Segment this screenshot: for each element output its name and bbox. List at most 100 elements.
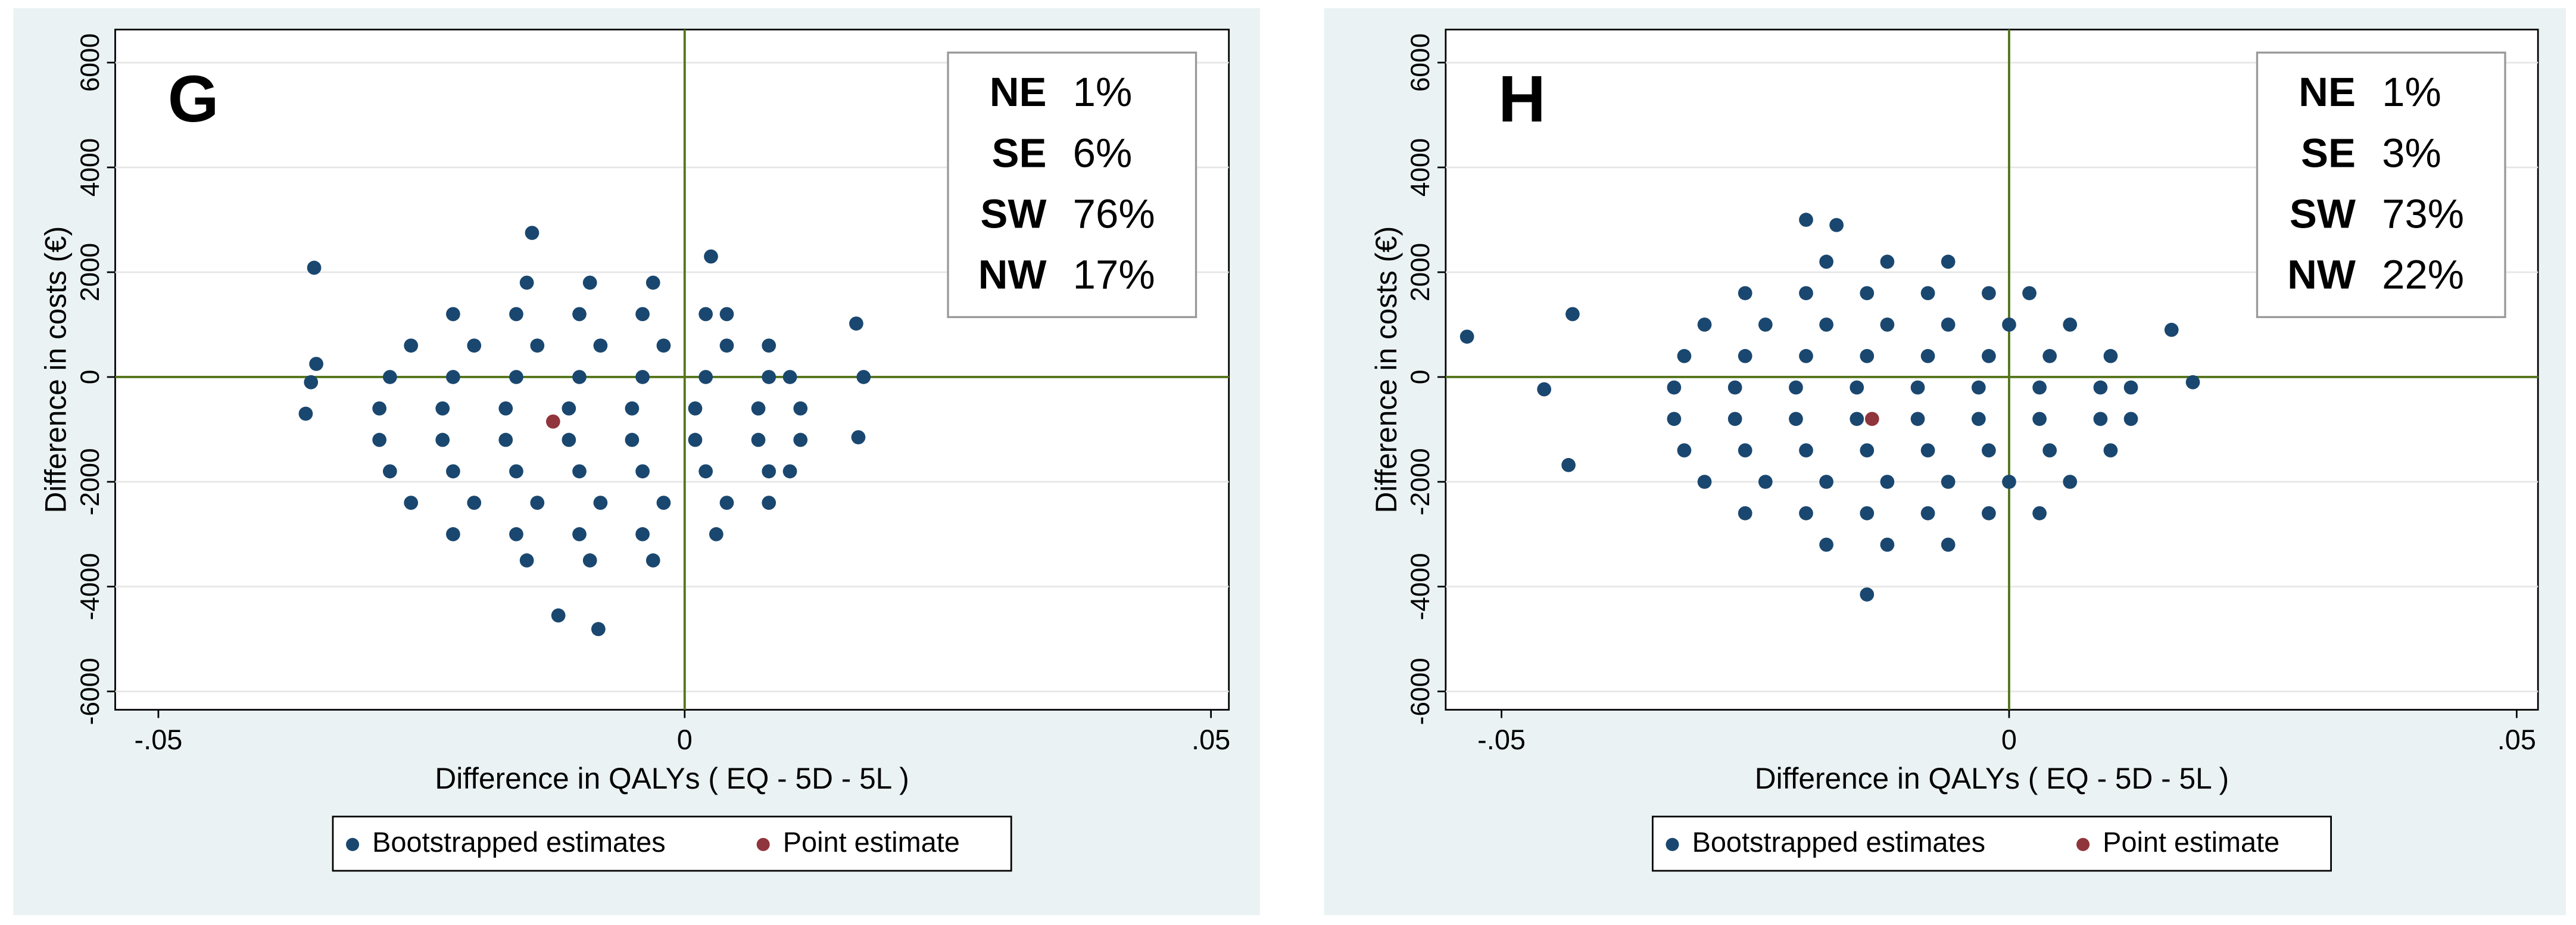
bootstrap-point: [509, 527, 523, 541]
point-estimate: [545, 414, 560, 429]
bootstrap-point: [851, 430, 866, 445]
bootstrap-point: [1537, 382, 1552, 397]
bootstrap-point: [530, 338, 545, 353]
bootstrap-point: [635, 464, 650, 479]
quadrant-share: 73%: [2382, 191, 2464, 236]
bootstrap-point: [1677, 348, 1692, 363]
quadrant-share: 3%: [2382, 130, 2441, 176]
x-tick-label: .05: [1192, 724, 1230, 755]
bootstrap-point: [688, 432, 703, 447]
quadrant-box: [2256, 51, 2506, 319]
quadrant-share: 1%: [2382, 69, 2441, 115]
bootstrap-point: [1819, 537, 1833, 552]
bootstrap-point: [645, 275, 660, 290]
bootstrap-point: [307, 260, 322, 275]
bootstrap-point: [719, 307, 734, 322]
bootstrap-point: [1971, 380, 1986, 395]
quadrant-share: 22%: [2382, 251, 2464, 297]
bootstrap-point: [562, 432, 576, 447]
y-tick-label: 0: [76, 370, 105, 385]
bootstrap-point: [2032, 506, 2047, 521]
bootstrap-point: [1758, 475, 1773, 489]
legend-marker: [2076, 837, 2090, 851]
bootstrap-point: [1677, 443, 1692, 458]
bootstrap-point: [562, 401, 576, 416]
bootstrap-point: [1697, 475, 1712, 489]
bootstrap-point: [698, 464, 713, 479]
bootstrap-point: [467, 496, 482, 510]
bootstrap-point: [635, 370, 650, 384]
bootstrap-point: [656, 338, 671, 353]
bootstrap-point: [1920, 443, 1935, 458]
bootstrap-point: [2032, 380, 2047, 395]
bootstrap-point: [372, 432, 387, 447]
legend-label: Bootstrapped estimates: [1692, 827, 1985, 858]
bootstrap-point: [572, 370, 587, 384]
bootstrap-point: [625, 432, 640, 447]
y-axis-title: Difference in costs (€): [39, 226, 73, 513]
legend-marker: [346, 837, 360, 851]
bootstrap-point: [530, 496, 545, 510]
bootstrap-point: [446, 370, 460, 384]
bootstrap-point: [1860, 286, 1875, 301]
quadrant-name: NE: [2299, 69, 2356, 115]
point-estimate: [1864, 412, 1879, 426]
x-tick-label: -.05: [135, 724, 183, 755]
bootstrap-point: [688, 401, 703, 416]
bootstrap-point: [1738, 348, 1752, 363]
bootstrap-point: [509, 464, 523, 479]
bootstrap-point: [709, 527, 723, 541]
bootstrap-point: [751, 401, 766, 416]
bootstrap-point: [1982, 286, 1996, 301]
y-tick-label: -4000: [76, 553, 105, 620]
quadrant-name: SW: [2290, 191, 2356, 236]
bootstrap-point: [519, 275, 534, 290]
bootstrap-point: [372, 401, 387, 416]
bootstrap-point: [551, 608, 566, 623]
legend-marker: [756, 837, 770, 851]
quadrant-name: NW: [2287, 251, 2356, 297]
quadrant-share: 6%: [1073, 130, 1133, 176]
bootstrap-point: [1982, 348, 1996, 363]
bootstrap-point: [446, 464, 460, 479]
bootstrap-point: [1971, 412, 1986, 426]
bootstrap-point: [1819, 254, 1833, 269]
legend-box: [1651, 815, 2332, 872]
bootstrap-point: [762, 370, 776, 384]
bootstrap-point: [2042, 348, 2057, 363]
bootstrap-point: [1565, 307, 1580, 322]
bootstrap-point: [1829, 217, 1844, 232]
bootstrap-point: [698, 307, 713, 322]
bootstrap-point: [446, 527, 460, 541]
bootstrap-point: [2063, 475, 2078, 489]
bootstrap-point: [509, 370, 523, 384]
quadrant-name: SE: [2301, 130, 2356, 176]
legend-marker: [1666, 837, 1679, 851]
bootstrap-point: [572, 527, 587, 541]
y-tick-label: 2000: [1406, 243, 1435, 301]
bootstrap-point: [2123, 412, 2138, 426]
bootstrap-point: [1920, 286, 1935, 301]
bootstrap-point: [625, 401, 640, 416]
quadrant-name: NE: [990, 69, 1047, 115]
bootstrap-point: [304, 375, 319, 390]
bootstrap-point: [793, 401, 808, 416]
bootstrap-point: [1758, 317, 1773, 332]
bootstrap-point: [1920, 506, 1935, 521]
bootstrap-point: [762, 338, 776, 353]
bootstrap-point: [404, 496, 419, 510]
bootstrap-point: [2032, 412, 2047, 426]
bootstrap-point: [1982, 443, 1996, 458]
bootstrap-point: [525, 226, 539, 240]
bootstrap-point: [498, 401, 513, 416]
panel-label: G: [168, 63, 219, 136]
bootstrap-point: [856, 370, 871, 384]
bootstrap-point: [2042, 443, 2057, 458]
bootstrap-point: [782, 370, 797, 384]
bootstrap-point: [849, 316, 863, 331]
bootstrap-point: [509, 307, 523, 322]
bootstrap-point: [1459, 329, 1474, 344]
bootstrap-point: [519, 553, 534, 568]
quadrant-share: 76%: [1073, 191, 1155, 236]
bootstrap-point: [2103, 348, 2118, 363]
